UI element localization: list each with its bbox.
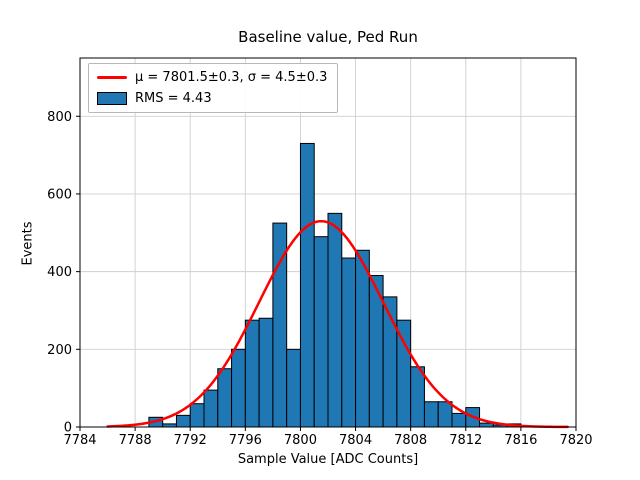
y-tick-label: 800 xyxy=(47,110,72,125)
histogram-bar xyxy=(437,401,453,428)
histogram-patch-swatch xyxy=(97,92,127,105)
histogram-bar xyxy=(299,142,315,428)
histogram-bar xyxy=(258,317,274,428)
histogram-bar xyxy=(217,368,233,428)
y-tick-label: 0 xyxy=(64,421,72,436)
fit-curve xyxy=(106,219,569,429)
x-tick-label: 7796 xyxy=(229,433,262,448)
fit-line-swatch xyxy=(97,76,127,79)
histogram-bar xyxy=(175,414,191,428)
y-axis-label: Events xyxy=(20,221,36,266)
histogram-bar xyxy=(189,403,205,428)
y-tick-label: 200 xyxy=(47,343,72,358)
histogram-bar xyxy=(244,319,260,428)
histogram-bar xyxy=(327,212,343,428)
histogram-bar xyxy=(423,401,439,428)
chart-title: Baseline value, Ped Run xyxy=(238,28,418,46)
histogram-bar xyxy=(410,366,425,428)
histogram-bar xyxy=(451,412,467,428)
x-tick-label: 7816 xyxy=(504,433,537,448)
legend-hist-label: RMS = 4.43 xyxy=(135,91,212,106)
histogram-bar xyxy=(286,348,301,428)
x-tick-label: 7812 xyxy=(449,433,482,448)
x-tick-label: 7784 xyxy=(63,433,96,448)
x-tick-label: 7792 xyxy=(174,433,207,448)
legend-fit-label: μ = 7801.5±0.3, σ = 4.5±0.3 xyxy=(135,70,328,85)
histogram-bar xyxy=(355,249,370,428)
x-tick-label: 7788 xyxy=(119,433,152,448)
axes-frame xyxy=(79,57,577,428)
histogram-bar xyxy=(396,319,412,428)
x-tick-label: 7804 xyxy=(339,433,372,448)
x-tick-label: 7808 xyxy=(394,433,427,448)
histogram-bar xyxy=(341,257,357,428)
x-axis-label: Sample Value [ADC Counts] xyxy=(237,452,419,467)
histogram-bar xyxy=(203,389,219,428)
legend-fit-entry: μ = 7801.5±0.3, σ = 4.5±0.3 xyxy=(97,70,327,85)
histogram-bar xyxy=(479,422,494,428)
legend-hist-entry: RMS = 4.43 xyxy=(97,91,327,106)
y-tick-label: 400 xyxy=(47,265,72,280)
histogram-bar xyxy=(313,236,329,428)
legend: μ = 7801.5±0.3, σ = 4.5±0.3 RMS = 4.43 xyxy=(88,63,339,113)
y-tick-label: 600 xyxy=(47,187,72,202)
histogram-bar xyxy=(231,348,246,428)
x-tick-label: 7820 xyxy=(559,433,592,448)
x-tick-label: 7800 xyxy=(284,433,317,448)
